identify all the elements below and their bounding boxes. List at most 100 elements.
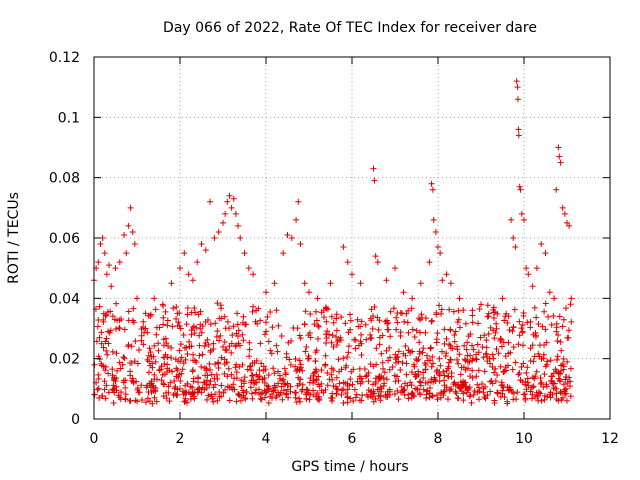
data-point — [207, 378, 214, 385]
data-point — [467, 392, 474, 399]
data-point — [510, 235, 517, 241]
data-point — [302, 308, 309, 315]
data-point — [216, 337, 223, 344]
data-point — [510, 396, 517, 403]
y-tick-label: 0.02 — [49, 352, 80, 368]
data-point — [116, 259, 123, 266]
data-point — [434, 396, 441, 403]
data-point — [383, 277, 390, 284]
data-point — [174, 310, 181, 317]
data-point — [96, 334, 103, 341]
data-point — [524, 375, 531, 382]
data-point — [222, 386, 229, 393]
data-point — [493, 320, 500, 327]
data-point — [527, 318, 534, 325]
data-point — [262, 319, 269, 326]
data-point — [538, 379, 545, 386]
data-point — [530, 383, 537, 390]
data-point — [454, 319, 461, 326]
data-point — [280, 387, 287, 394]
data-point — [240, 313, 247, 320]
data-point — [180, 332, 187, 339]
data-point — [402, 352, 409, 359]
data-point — [144, 395, 151, 402]
data-point — [475, 349, 482, 356]
data-point — [429, 392, 436, 399]
data-point — [566, 383, 573, 390]
data-point — [107, 308, 114, 315]
data-point — [501, 317, 508, 324]
data-point — [250, 271, 257, 278]
data-point — [102, 395, 109, 402]
data-point — [221, 370, 228, 377]
data-point — [510, 390, 517, 397]
data-point — [355, 342, 362, 349]
data-point — [194, 259, 201, 266]
data-point — [293, 367, 300, 374]
data-point — [439, 348, 445, 355]
data-point — [352, 394, 359, 401]
data-point — [221, 338, 228, 345]
data-point — [253, 386, 260, 393]
data-point — [531, 304, 538, 311]
data-point — [228, 371, 235, 378]
data-point — [509, 328, 516, 335]
data-point — [147, 311, 154, 318]
data-point — [179, 366, 186, 373]
data-point — [535, 320, 542, 327]
data-point — [554, 353, 561, 360]
data-point — [233, 361, 240, 368]
data-point — [95, 259, 102, 266]
data-point — [106, 329, 113, 336]
data-point — [358, 331, 365, 338]
data-point — [430, 216, 437, 223]
data-point — [440, 388, 447, 395]
data-point — [123, 250, 130, 257]
data-point — [456, 324, 463, 331]
data-point — [542, 250, 549, 257]
data-point — [330, 383, 337, 390]
data-point — [497, 363, 504, 370]
data-point — [344, 386, 351, 393]
data-point — [307, 311, 314, 318]
data-point — [117, 365, 124, 372]
data-point — [213, 371, 220, 378]
data-point — [397, 333, 404, 340]
data-point — [145, 352, 152, 359]
data-point — [436, 371, 443, 378]
data-point — [265, 383, 272, 390]
data-point — [116, 324, 123, 331]
data-point — [504, 398, 511, 405]
data-point — [232, 210, 239, 217]
data-point — [316, 383, 323, 390]
data-point — [222, 325, 229, 332]
data-point — [397, 367, 404, 374]
data-point — [184, 350, 191, 357]
y-tick-label: 0.04 — [49, 291, 80, 307]
data-point — [241, 374, 248, 381]
data-point — [464, 352, 471, 359]
data-point — [501, 394, 508, 401]
data-point — [141, 329, 148, 336]
data-point — [558, 347, 565, 354]
data-point — [506, 386, 513, 393]
data-point — [93, 338, 100, 345]
data-point — [509, 366, 516, 373]
data-point — [530, 331, 537, 338]
data-point — [557, 388, 564, 395]
data-point — [314, 295, 321, 302]
data-point — [397, 389, 404, 396]
data-point — [456, 384, 463, 391]
data-point — [428, 318, 435, 325]
data-point — [498, 336, 505, 343]
data-point — [520, 312, 527, 319]
data-point — [563, 397, 570, 404]
data-point — [238, 383, 245, 390]
data-point — [199, 384, 206, 391]
data-point — [177, 265, 183, 272]
data-point — [405, 307, 412, 314]
data-point — [556, 153, 563, 160]
data-point — [404, 382, 411, 389]
data-point — [437, 362, 444, 369]
data-point — [490, 309, 497, 316]
